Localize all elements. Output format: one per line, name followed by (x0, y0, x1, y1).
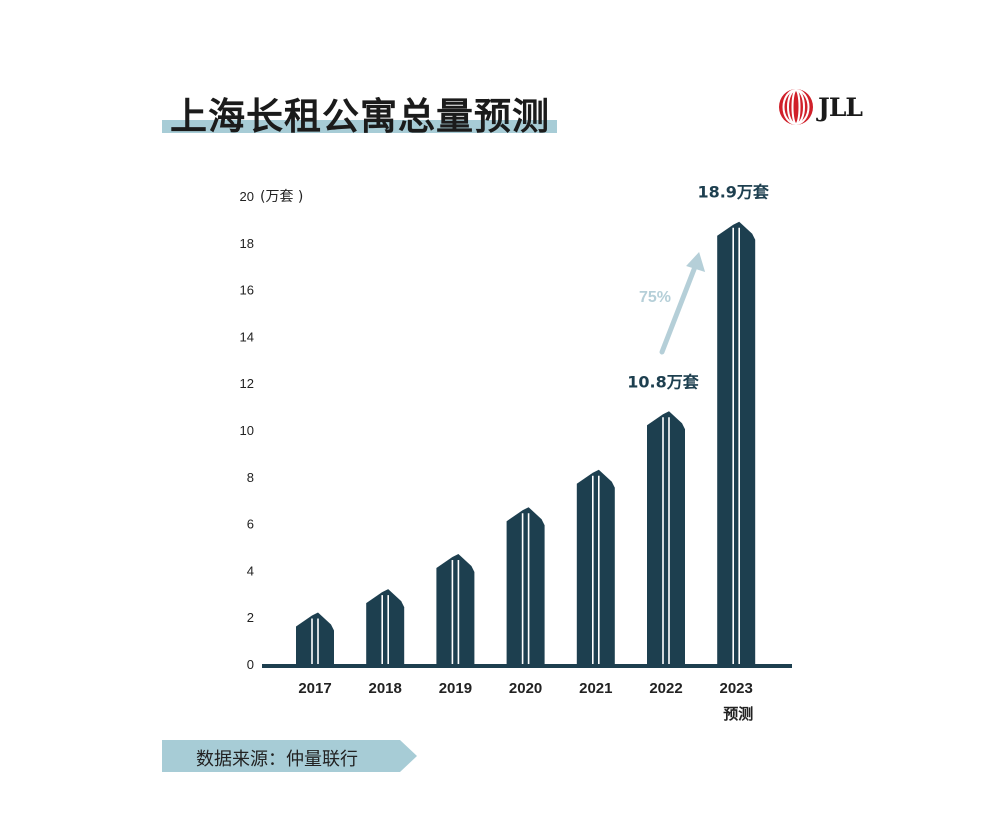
bar-2018 (366, 589, 405, 664)
x-tick-label: 2022 (649, 680, 682, 697)
y-tick-label: 16 (240, 283, 254, 298)
y-tick-label: 0 (247, 657, 254, 672)
x-tick-label: 2021 (579, 680, 612, 697)
data-source: 数据来源：仲量联行 (196, 749, 358, 770)
title-underline (162, 120, 557, 133)
y-tick-label: 12 (240, 376, 254, 391)
bar-2017 (296, 612, 334, 664)
jll-logo-icon (779, 89, 813, 125)
y-tick-label: 4 (247, 563, 254, 578)
data-label: 18.9万套 (697, 183, 769, 202)
bar-2019 (436, 554, 475, 664)
jll-logo: JLL (778, 88, 863, 126)
source-tag (162, 740, 417, 772)
x-tick-label: 2017 (298, 680, 331, 697)
y-tick-label: 10 (240, 423, 254, 438)
y-axis-unit: (万套 ) (260, 189, 303, 205)
data-label: 10.8万套 (627, 372, 699, 391)
bar-2023 (717, 221, 756, 665)
growth-annotation: 75% (639, 289, 671, 306)
y-tick-label: 2 (247, 610, 254, 625)
x-tick-sublabel: 预测 (723, 705, 753, 723)
y-tick-label: 8 (247, 470, 254, 485)
y-tick-label: 6 (247, 517, 254, 532)
x-tick-label: 2020 (509, 680, 542, 697)
x-tick-label: 2023 (720, 680, 753, 697)
x-tick-label: 2019 (439, 680, 472, 697)
x-tick-label: 2018 (369, 680, 402, 697)
bar-2021 (576, 469, 615, 664)
logo-text: JLL (818, 92, 863, 122)
growth-arrow-shaft (659, 261, 699, 355)
y-tick-label: 18 (240, 236, 254, 251)
y-tick-label: 20 (240, 189, 254, 204)
growth-arrow-head (686, 252, 706, 272)
y-tick-label: 14 (240, 329, 254, 344)
page-title: 上海长租公寓总量预测 (170, 95, 550, 138)
bar-2022 (647, 411, 685, 664)
bar-2020 (506, 507, 545, 664)
x-axis-line (262, 664, 792, 668)
